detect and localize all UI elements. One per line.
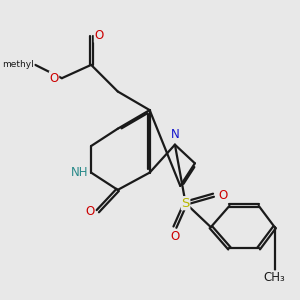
Text: S: S [182,197,190,210]
Text: N: N [170,128,179,142]
Text: CH₃: CH₃ [264,271,286,284]
Text: O: O [94,29,104,42]
Text: O: O [85,205,94,218]
Text: O: O [170,230,179,243]
Text: O: O [218,189,227,202]
Text: O: O [50,72,59,85]
Text: methyl: methyl [2,60,34,69]
Text: NH: NH [71,166,88,179]
